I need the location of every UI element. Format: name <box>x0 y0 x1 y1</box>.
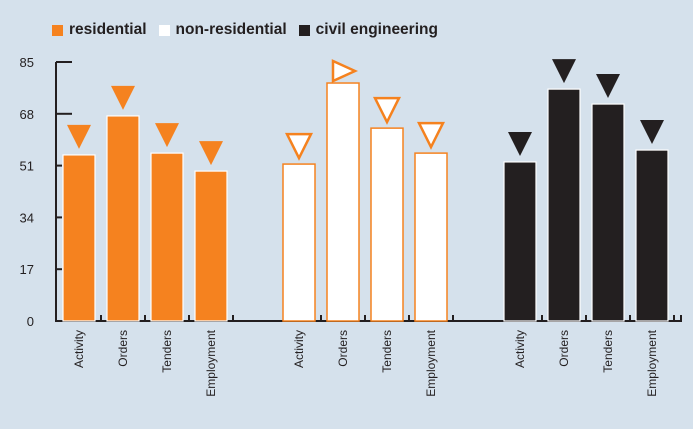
legend-item-residential: residential <box>52 21 147 39</box>
expectation-arrow-down-icon <box>640 120 664 145</box>
expectation-arrow-down-icon <box>416 121 446 150</box>
bar-civil-engineering-activity <box>503 161 537 322</box>
bar-civil-engineering-orders <box>547 88 581 322</box>
expectation-arrow-down-icon <box>552 59 576 84</box>
x-tick-label: Activity <box>292 330 306 368</box>
bar-civil-engineering-tenders <box>591 103 625 322</box>
y-tick-label: 68 <box>20 107 34 122</box>
x-tick-label: Tenders <box>380 330 394 373</box>
x-tick-label: Employment <box>204 329 218 396</box>
legend: residential non-residential civil engine… <box>52 21 450 39</box>
bar-residential-tenders <box>150 152 184 322</box>
x-tick-label: Activity <box>72 330 86 368</box>
x-tick-label: Employment <box>424 329 438 396</box>
legend-swatch-civil-engineering <box>298 24 310 36</box>
expectation-arrow-down-icon <box>372 96 402 125</box>
bar-civil-engineering-employment <box>635 149 669 322</box>
expectation-arrow-right-icon <box>331 59 359 83</box>
bar-residential-activity <box>62 154 96 322</box>
x-tick-label: Activity <box>513 330 527 368</box>
legend-label-civil-engineering: civil engineering <box>315 21 438 38</box>
x-tick-label: Orders <box>116 330 130 367</box>
expectation-arrow-down-icon <box>596 74 620 99</box>
expectation-arrow-down-icon <box>199 141 223 166</box>
y-tick-label: 0 <box>27 314 34 329</box>
expectation-arrow-down-icon <box>284 132 314 161</box>
x-tick-label: Tenders <box>601 330 615 373</box>
y-tick-label: 51 <box>20 159 34 174</box>
legend-label-residential: residential <box>69 21 147 38</box>
bar-non-residential-tenders <box>370 127 404 322</box>
bar-non-residential-activity <box>282 163 316 322</box>
bar-non-residential-employment <box>414 152 448 322</box>
y-tick-label: 34 <box>20 210 34 225</box>
expectation-arrow-down-icon <box>111 85 135 110</box>
x-tick-label: Orders <box>557 330 571 367</box>
y-tick-label: 85 <box>20 55 34 70</box>
bar-residential-employment <box>194 170 228 322</box>
legend-item-non-residential: non-residential <box>158 21 287 39</box>
legend-label-non-residential: non-residential <box>175 21 287 38</box>
x-tick-label: Orders <box>336 330 350 367</box>
legend-swatch-non-residential <box>158 24 170 36</box>
expectation-arrow-down-icon <box>155 123 179 148</box>
legend-item-civil-engineering: civil engineering <box>298 21 438 39</box>
bar-non-residential-orders <box>326 82 360 322</box>
y-tick-label: 17 <box>20 262 34 277</box>
bar-residential-orders <box>106 115 140 322</box>
expectation-arrow-down-icon <box>508 131 532 156</box>
legend-swatch-residential <box>52 24 63 36</box>
x-tick-label: Tenders <box>160 330 174 373</box>
x-tick-label: Employment <box>645 329 659 396</box>
expectation-arrow-down-icon <box>67 124 91 149</box>
